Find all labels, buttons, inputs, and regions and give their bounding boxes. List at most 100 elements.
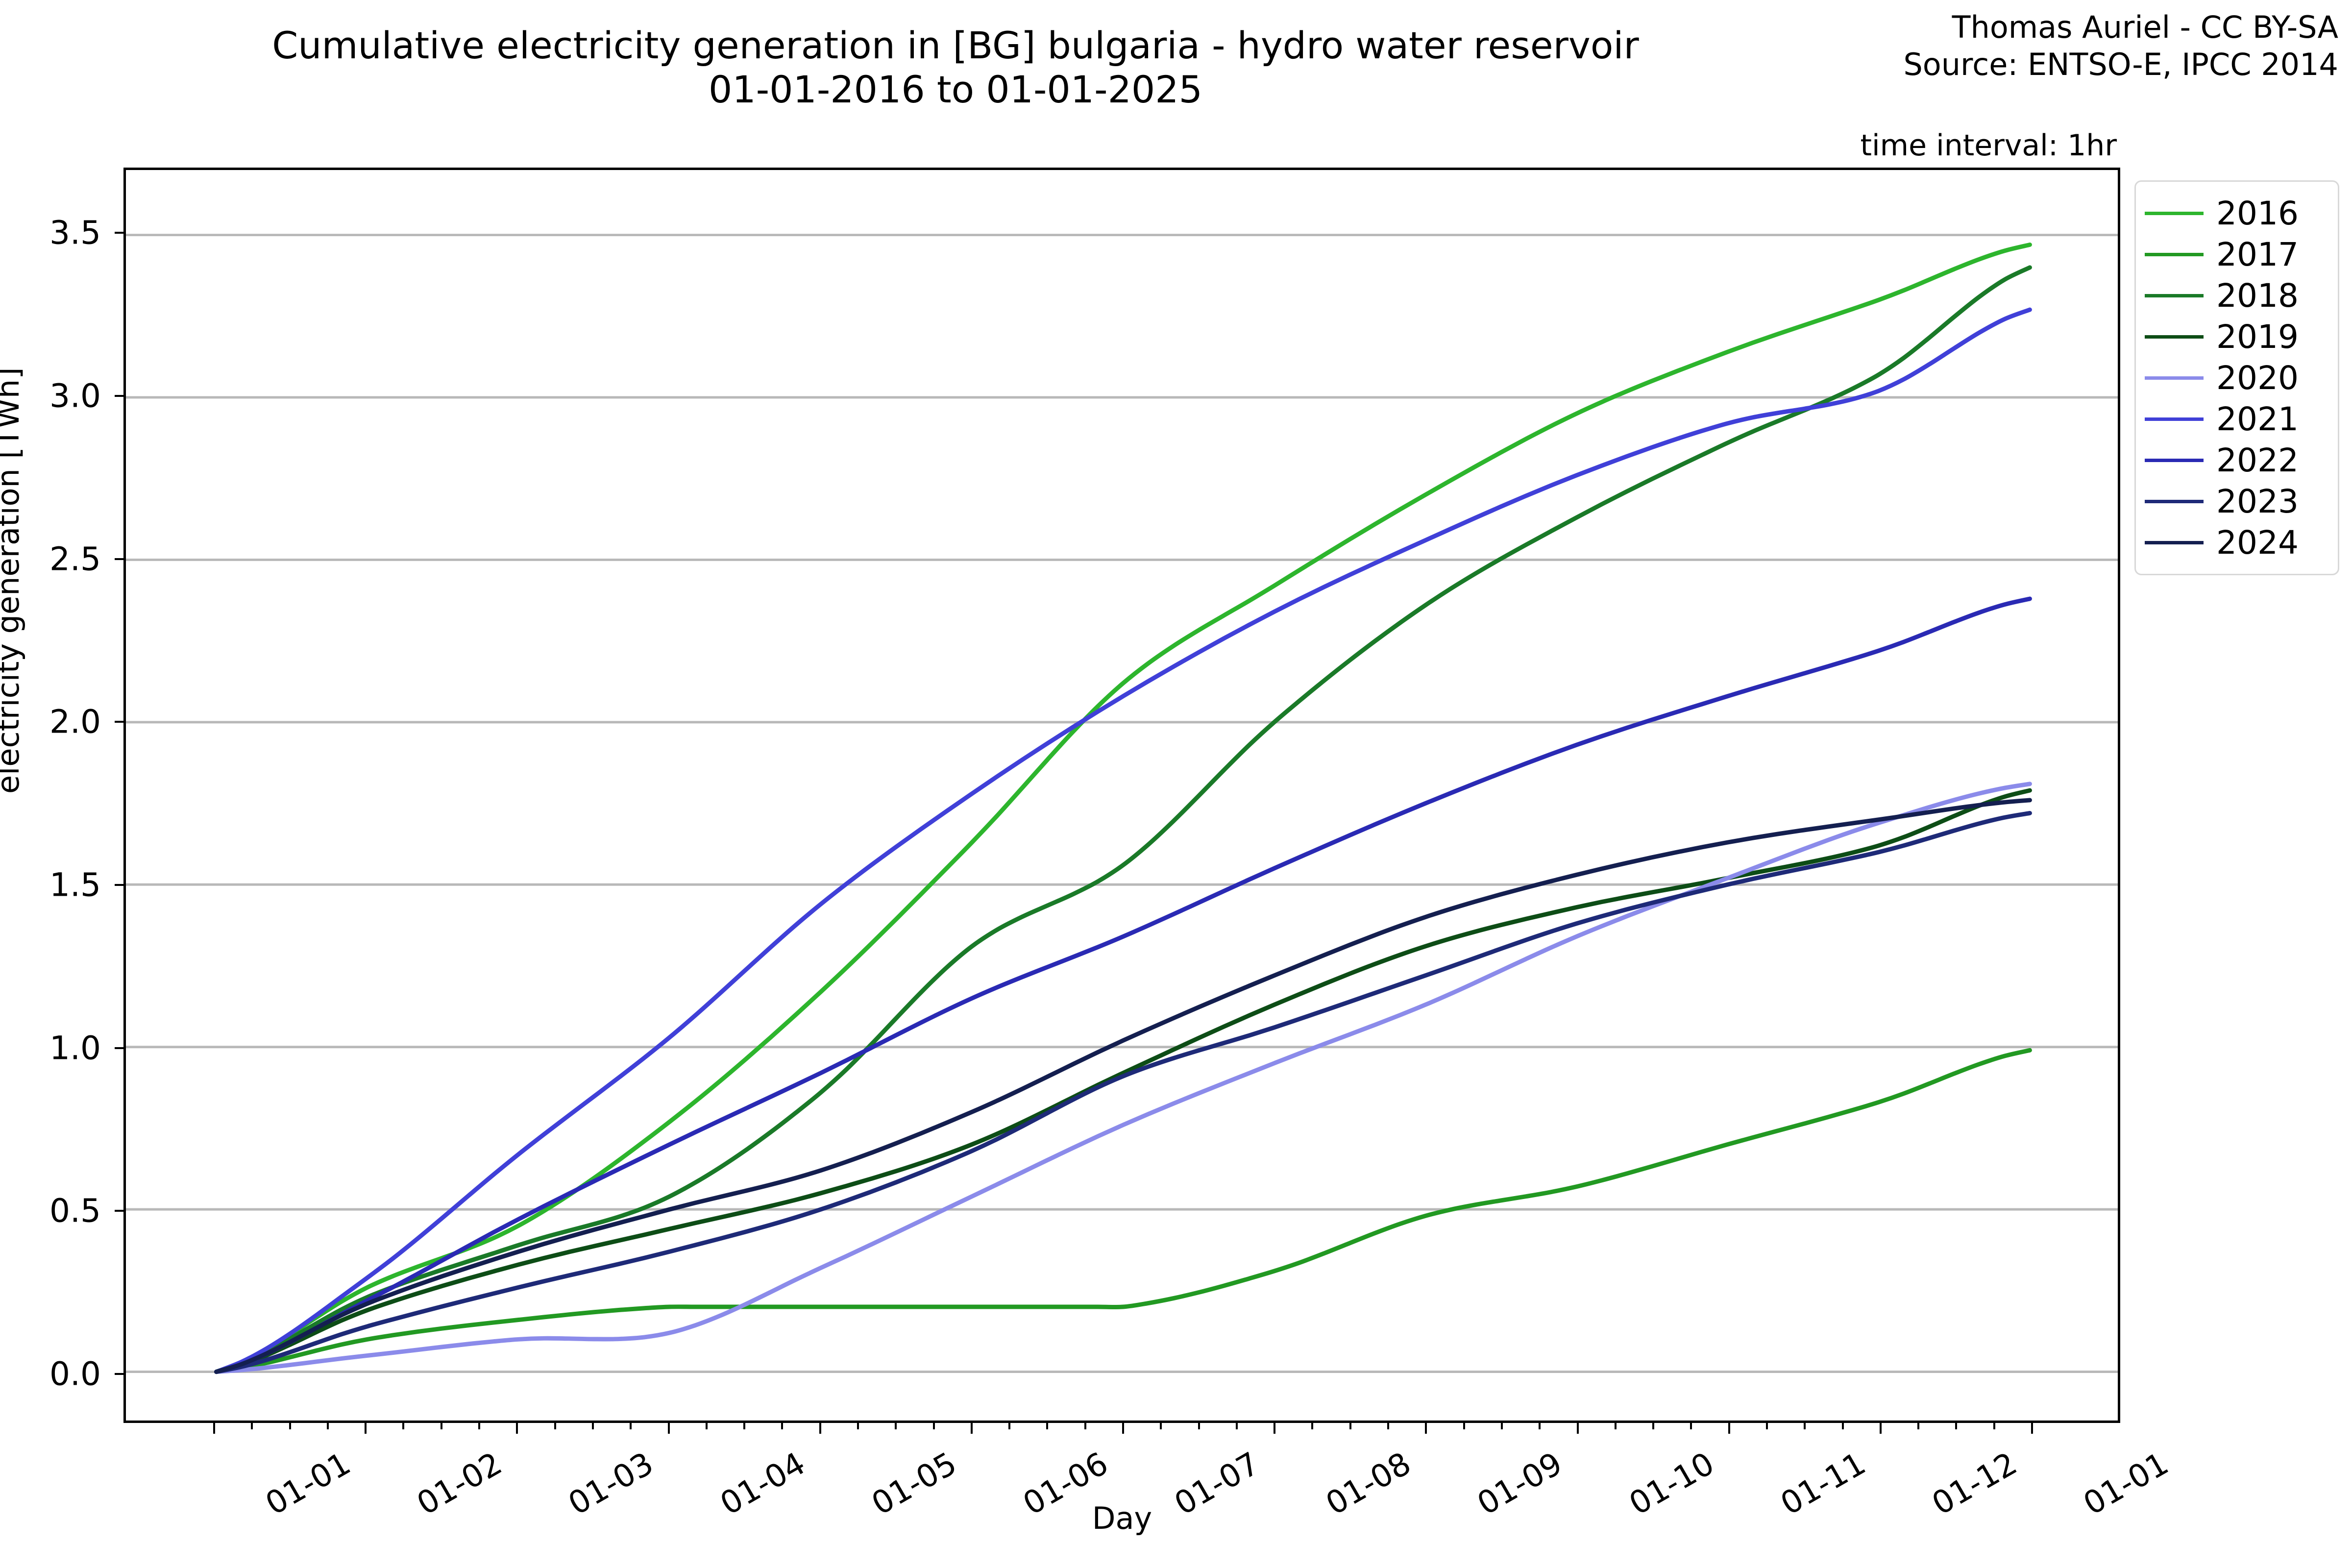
series-line-2021	[214, 307, 2032, 1374]
y-tick-label: 2.5	[49, 540, 101, 578]
x-tick-mark	[1122, 1423, 1124, 1434]
legend-swatch-icon	[2145, 499, 2204, 503]
x-minor-tick-mark	[554, 1423, 556, 1429]
legend-label: 2024	[2216, 523, 2299, 562]
legend-swatch-icon	[2145, 294, 2204, 297]
legend-item-2018[interactable]: 2018	[2145, 275, 2329, 316]
legend-item-2017[interactable]: 2017	[2145, 234, 2329, 275]
x-minor-tick-mark	[1084, 1423, 1086, 1429]
legend-item-2020[interactable]: 2020	[2145, 357, 2329, 398]
x-minor-tick-mark	[251, 1423, 253, 1429]
x-minor-tick-mark	[1841, 1423, 1844, 1429]
legend[interactable]: 2016 2017 2018 2019 2020 2021 2022 2023 2024	[2134, 180, 2339, 575]
legend-label: 2019	[2216, 318, 2299, 356]
x-minor-tick-mark	[743, 1423, 746, 1429]
credit-block: Thomas Auriel - CC BY-SA Source: ENTSO-E…	[1903, 9, 2338, 83]
legend-item-2024[interactable]: 2024	[2145, 522, 2329, 563]
y-tick-mark	[115, 232, 123, 234]
y-tick-mark	[115, 394, 123, 397]
x-minor-tick-mark	[1311, 1423, 1314, 1429]
series-lines	[214, 242, 2032, 1374]
x-tick-mark	[1274, 1423, 1276, 1434]
y-tick-mark	[115, 1373, 123, 1375]
x-minor-tick-mark	[1008, 1423, 1011, 1429]
legend-swatch-icon	[2145, 252, 2204, 256]
x-minor-tick-mark	[895, 1423, 897, 1429]
x-minor-tick-mark	[1198, 1423, 1200, 1429]
x-minor-tick-mark	[478, 1423, 481, 1429]
time-interval-note: time interval: 1hr	[1860, 128, 2117, 163]
credit-author: Thomas Auriel - CC BY-SA	[1952, 9, 2338, 45]
credit-source: Source: ENTSO-E, IPCC 2014	[1903, 46, 2338, 82]
legend-label: 2023	[2216, 482, 2299, 520]
legend-swatch-icon	[2145, 211, 2204, 215]
x-minor-tick-mark	[591, 1423, 594, 1429]
legend-item-2016[interactable]: 2016	[2145, 193, 2329, 234]
series-line-2023	[214, 810, 2032, 1374]
x-minor-tick-mark	[326, 1423, 329, 1429]
legend-label: 2021	[2216, 400, 2299, 438]
x-minor-tick-mark	[1765, 1423, 1768, 1429]
x-tick-mark	[1425, 1423, 1427, 1434]
x-tick-mark	[667, 1423, 670, 1434]
legend-swatch-icon	[2145, 417, 2204, 421]
y-tick-label: 1.0	[49, 1029, 101, 1067]
x-minor-tick-mark	[289, 1423, 291, 1429]
legend-item-2023[interactable]: 2023	[2145, 481, 2329, 522]
legend-item-2022[interactable]: 2022	[2145, 440, 2329, 481]
x-minor-tick-mark	[1993, 1423, 1995, 1429]
y-tick-mark	[115, 884, 123, 886]
plot-area	[123, 168, 2120, 1423]
series-line-2020	[214, 782, 2032, 1374]
legend-label: 2020	[2216, 359, 2299, 397]
series-line-2024	[214, 798, 2032, 1374]
y-tick-label: 1.5	[49, 866, 101, 904]
x-tick-mark	[1576, 1423, 1579, 1434]
x-tick-mark	[1879, 1423, 1882, 1434]
x-minor-tick-mark	[1652, 1423, 1655, 1429]
legend-label: 2018	[2216, 276, 2299, 315]
y-tick-mark	[115, 1210, 123, 1212]
legend-swatch-icon	[2145, 458, 2204, 462]
x-minor-tick-mark	[1804, 1423, 1806, 1429]
y-tick-mark	[115, 721, 123, 723]
x-minor-tick-mark	[781, 1423, 784, 1429]
x-axis-label: Day	[1092, 1500, 1152, 1536]
x-minor-tick-mark	[1917, 1423, 1920, 1429]
y-tick-label: 0.5	[49, 1192, 101, 1230]
x-tick-mark	[819, 1423, 821, 1434]
x-minor-tick-mark	[1955, 1423, 1958, 1429]
y-tick-label: 2.0	[49, 703, 101, 741]
y-tick-label: 0.0	[49, 1355, 101, 1393]
legend-item-2019[interactable]: 2019	[2145, 316, 2329, 357]
x-minor-tick-mark	[1463, 1423, 1465, 1429]
legend-label: 2017	[2216, 235, 2299, 273]
series-line-2022	[214, 596, 2032, 1374]
legend-label: 2022	[2216, 441, 2299, 479]
x-tick-mark	[2031, 1423, 2033, 1434]
x-minor-tick-mark	[857, 1423, 859, 1429]
x-minor-tick-mark	[1235, 1423, 1238, 1429]
x-tick-mark	[1728, 1423, 1730, 1434]
legend-swatch-icon	[2145, 376, 2204, 380]
x-tick-mark	[213, 1423, 215, 1434]
x-minor-tick-mark	[1046, 1423, 1049, 1429]
legend-label: 2016	[2216, 194, 2299, 232]
x-minor-tick-mark	[402, 1423, 405, 1429]
y-tick-mark	[115, 1047, 123, 1049]
x-minor-tick-mark	[1387, 1423, 1390, 1429]
x-minor-tick-mark	[1539, 1423, 1541, 1429]
series-line-2016	[214, 242, 2032, 1374]
x-minor-tick-mark	[1690, 1423, 1692, 1429]
series-line-2017	[214, 1048, 2032, 1374]
legend-swatch-icon	[2145, 540, 2204, 544]
x-tick-mark	[516, 1423, 518, 1434]
x-minor-tick-mark	[1160, 1423, 1162, 1429]
legend-item-2021[interactable]: 2021	[2145, 398, 2329, 440]
x-tick-mark	[365, 1423, 367, 1434]
x-tick-mark	[970, 1423, 973, 1434]
x-minor-tick-mark	[1349, 1423, 1351, 1429]
y-tick-label: 3.5	[49, 214, 101, 252]
y-tick-label: 3.0	[49, 377, 101, 415]
series-line-2018	[214, 265, 2032, 1374]
